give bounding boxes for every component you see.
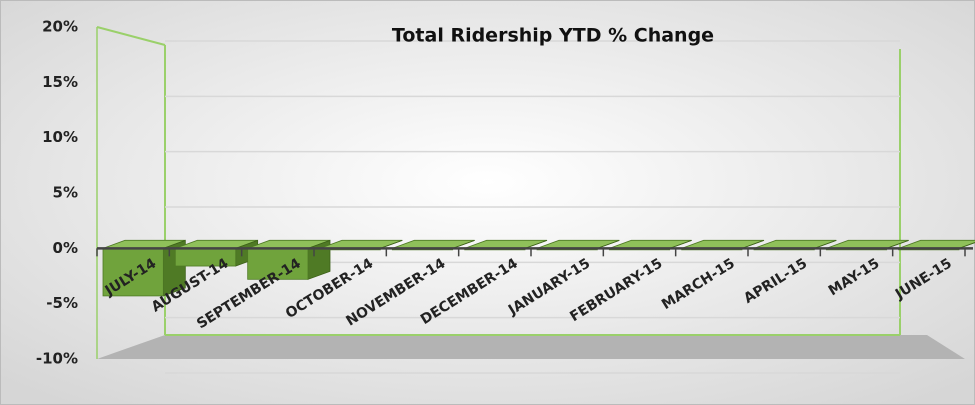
y-tick-label: 10% (42, 128, 78, 146)
bar-side (814, 239, 837, 249)
bar-side (886, 239, 909, 249)
y-tick-label: 0% (53, 239, 78, 257)
bar (247, 239, 331, 280)
bar-side (669, 239, 692, 249)
y-tick-label: -10% (36, 350, 78, 368)
y-tick-label: -5% (46, 294, 78, 312)
bar-side (452, 239, 475, 249)
bar-side (741, 239, 765, 249)
bar-side (380, 239, 403, 249)
floor (97, 335, 965, 359)
y-tick-label: 20% (42, 18, 78, 36)
bar-side (958, 242, 975, 249)
chart-title: Total Ridership YTD % Change (392, 25, 714, 47)
bar-side (597, 239, 620, 249)
bar-front (247, 247, 309, 280)
y-tick-label: 15% (42, 73, 78, 91)
y-tick-label: 5% (53, 184, 78, 202)
wall-edge (96, 26, 166, 46)
bar-side (524, 239, 548, 249)
